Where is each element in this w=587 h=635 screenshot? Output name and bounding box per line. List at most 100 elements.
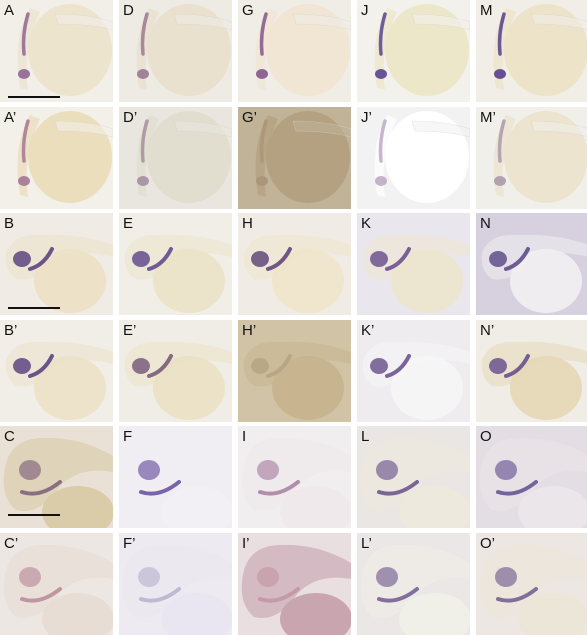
panel-g-prime: G’	[238, 106, 351, 209]
stain-eye-region	[13, 251, 31, 268]
embryo-tail	[411, 13, 470, 31]
embryo-image	[374, 4, 470, 96]
panel-label: A’	[4, 108, 17, 126]
embryo-image	[362, 341, 470, 420]
stain-spot	[18, 69, 30, 79]
stain-spot	[137, 175, 149, 186]
stain-stripe	[21, 12, 30, 56]
stain-stripe	[140, 12, 149, 56]
panel-i-prime: I’	[238, 532, 351, 635]
panel-a-prime: A’	[0, 106, 113, 209]
stain-eye-region	[257, 566, 279, 587]
stain-spot	[494, 69, 506, 79]
panel-label: I	[242, 428, 247, 446]
yolk-sac	[266, 4, 350, 96]
stain-stripe	[497, 12, 506, 56]
stain-eye-region	[132, 251, 150, 268]
panel-label: O	[480, 428, 492, 446]
yolk-sac	[266, 110, 350, 203]
stain-eye-region	[495, 566, 517, 587]
panel-a: A	[0, 0, 113, 102]
panel-f-prime: F’	[119, 532, 232, 635]
embryo-image	[122, 544, 232, 635]
panel-label: J	[361, 2, 369, 19]
yolk-sac	[280, 486, 351, 529]
embryo-image	[136, 110, 232, 203]
embryo-tail	[292, 120, 351, 137]
panel-label: M	[480, 2, 493, 19]
panel-o: O	[476, 426, 587, 529]
panel-c: C	[0, 426, 113, 529]
embryo-tail	[173, 120, 232, 137]
stain-eye-region	[138, 566, 160, 587]
stain-eye-region	[132, 357, 150, 374]
stain-spot	[375, 69, 387, 79]
embryo-image	[241, 544, 351, 635]
stain-arch	[28, 353, 54, 378]
stain-jaw	[20, 480, 62, 496]
panel-label: E	[123, 215, 134, 233]
panel-label: D’	[123, 108, 138, 126]
scale-bar	[8, 307, 60, 309]
stain-stripe	[21, 118, 30, 163]
yolk-sac	[280, 592, 351, 635]
panel-label: L	[361, 428, 370, 446]
stain-jaw	[496, 586, 538, 603]
panel-label: J’	[361, 108, 372, 126]
panel-label: K	[361, 215, 372, 233]
embryo-image	[243, 234, 351, 314]
stain-jaw	[496, 480, 538, 496]
embryo-tail	[411, 120, 470, 137]
panel-label: B’	[4, 321, 18, 339]
yolk-sac	[272, 355, 344, 420]
panel-l-prime: L’	[357, 532, 470, 635]
embryo-image	[481, 341, 587, 420]
panel-n: N	[476, 213, 587, 316]
embryo-image	[493, 110, 587, 203]
panel-c-prime: C’	[0, 532, 113, 635]
yolk-sac	[391, 249, 463, 314]
panel-label: H	[242, 215, 253, 233]
stain-spot	[375, 175, 387, 186]
stain-arch	[385, 247, 411, 272]
panel-m-prime: M’	[476, 106, 587, 209]
yolk-sac	[385, 110, 469, 203]
panel-f: F	[119, 426, 232, 529]
stain-stripe	[259, 118, 268, 163]
panel-label: O’	[480, 534, 495, 552]
stain-jaw	[377, 586, 419, 603]
embryo-image	[136, 4, 232, 96]
panel-label: F	[123, 428, 133, 446]
stain-eye-region	[257, 460, 279, 481]
embryo-image	[17, 110, 113, 203]
panel-label: I’	[242, 534, 250, 552]
yolk-sac	[161, 592, 232, 635]
embryo-image	[255, 4, 351, 96]
panel-d-prime: D’	[119, 106, 232, 209]
panel-label: A	[4, 2, 15, 19]
yolk-sac	[399, 592, 470, 635]
embryo-image	[360, 438, 470, 529]
panel-label: N	[480, 215, 491, 233]
embryo-image	[479, 438, 587, 529]
stain-arch	[147, 247, 173, 272]
panel-label: D	[123, 2, 134, 19]
panel-label: B	[4, 215, 15, 233]
stain-eye-region	[138, 460, 160, 481]
embryo-tail	[54, 13, 113, 31]
embryo-tail	[54, 120, 113, 137]
embryo-image	[243, 341, 351, 420]
yolk-sac	[518, 592, 587, 635]
stain-spot	[256, 175, 268, 186]
yolk-sac	[147, 110, 231, 203]
stain-eye-region	[370, 251, 388, 268]
scale-bar	[8, 96, 60, 98]
embryo-image	[374, 110, 470, 203]
stain-eye-region	[251, 251, 269, 268]
yolk-sac	[161, 486, 232, 529]
scale-bar	[8, 514, 60, 516]
panel-label: F’	[123, 534, 136, 552]
stain-jaw	[139, 480, 181, 496]
stain-stripe	[497, 118, 506, 163]
